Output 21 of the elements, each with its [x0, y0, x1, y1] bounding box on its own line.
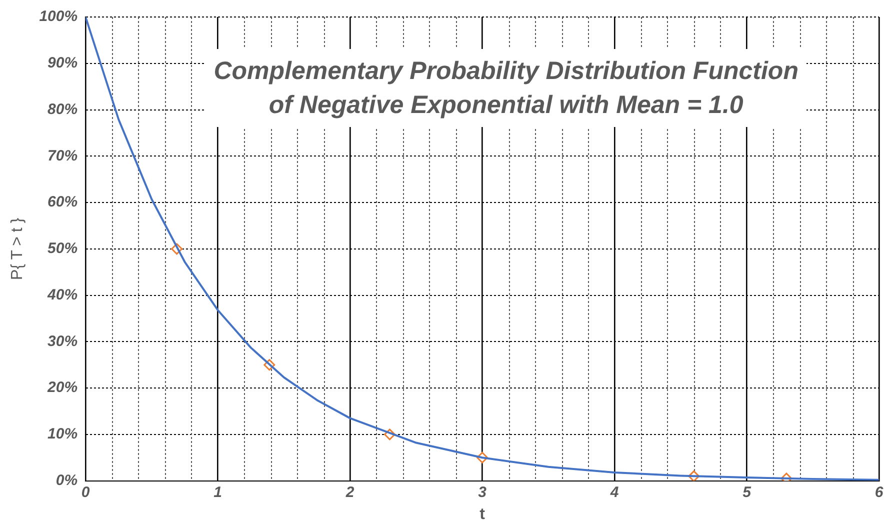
y-tick-label: 30% [48, 332, 78, 350]
x-tick-label: 4 [609, 484, 620, 501]
x-tick-label: 0 [81, 484, 90, 501]
y-tick-label: 100% [39, 8, 78, 26]
text: Complementary Probability Distribution Function of Negative Exponential with Mean = 1.0 [214, 56, 798, 119]
y-tick-label: 10% [48, 426, 78, 443]
x-tick-label: 5 [742, 484, 752, 501]
y-tick-label: 80% [48, 100, 78, 118]
y-tick-label: 50% [48, 240, 78, 258]
x-tick-label: 3 [478, 484, 488, 501]
y-tick-label: 0% [56, 472, 78, 489]
y-tick-label: 90% [48, 54, 78, 72]
x-axis-title: t [480, 506, 486, 523]
x-tick-label: 6 [874, 484, 884, 501]
y-tick-label: 20% [46, 379, 78, 396]
y-axis-title: P{ T > t } [9, 217, 26, 280]
x-tick-label: 1 [214, 484, 222, 501]
y-tick-label: 40% [46, 286, 78, 304]
x-tick-label: 2 [344, 484, 355, 501]
y-tick-label: 60% [48, 194, 78, 211]
y-tick-label: 70% [48, 147, 78, 164]
